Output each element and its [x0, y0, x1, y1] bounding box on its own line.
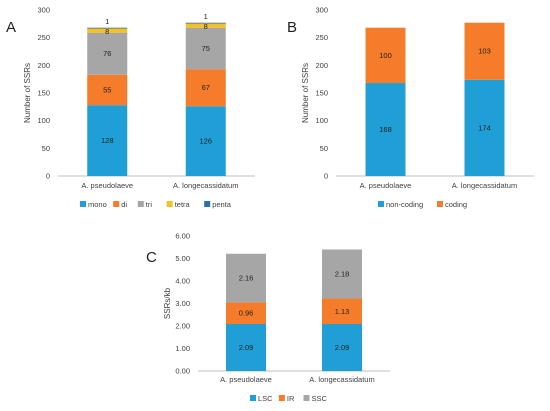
data-label: 0.96 [239, 309, 254, 318]
data-label: 67 [202, 83, 210, 92]
x-tick-label: A. pseudolaeve [360, 181, 412, 190]
y-tick-label: 5.00 [175, 254, 190, 263]
bar-segment-di [185, 69, 226, 107]
y-tick-label: 100 [37, 116, 50, 125]
y-tick-label: 150 [315, 89, 328, 98]
legend-swatch-non-coding [378, 201, 384, 207]
y-tick-label: 300 [37, 6, 50, 15]
bar-segment-tri [185, 27, 226, 70]
data-label: 174 [478, 123, 491, 132]
data-label: 1 [105, 17, 109, 26]
bar-segment-coding [464, 22, 505, 80]
x-tick-label: A. longecassidatum [452, 181, 517, 190]
data-label: 2.16 [239, 274, 254, 283]
legend-entry-lsc: LSC [258, 394, 273, 403]
x-tick-label: A. longecassidatum [309, 375, 374, 384]
legend-entry-ssc: SSC [312, 394, 328, 403]
x-tick-label: A. pseudolaeve [220, 375, 272, 384]
panel-label-b: B [287, 19, 297, 36]
y-tick-label: 0.00 [175, 367, 190, 376]
y-axis-title: SSRs/kb [163, 287, 172, 319]
data-label: 8 [105, 27, 109, 36]
legend-swatch-penta [204, 201, 211, 207]
bar-segment-tetra [185, 23, 226, 28]
legend-swatch-coding [437, 201, 443, 207]
bar-segment-di [87, 74, 128, 106]
y-tick-label: 6.00 [175, 232, 190, 241]
data-label: 100 [379, 51, 392, 60]
legend-entry-penta: penta [212, 200, 232, 209]
y-tick-label: 2.00 [175, 322, 190, 331]
bar-segment-ir [226, 302, 266, 324]
data-label: 2.09 [335, 343, 350, 352]
y-tick-label: 1.00 [175, 344, 190, 353]
legend-swatch-tetra [166, 201, 173, 207]
y-axis-title: Number of SSRs [301, 63, 310, 123]
y-axis-title: Number of SSRs [23, 63, 32, 123]
data-label: 1.13 [335, 307, 350, 316]
bar-segment-mono [87, 105, 128, 176]
y-tick-label: 300 [315, 6, 328, 15]
bar-segment-ssc [322, 249, 362, 299]
legend-entry-di: di [121, 200, 127, 209]
data-label: 55 [103, 85, 111, 94]
y-tick-label: 50 [42, 144, 50, 153]
y-tick-label: 250 [315, 33, 328, 42]
data-label: 2.18 [335, 270, 350, 279]
bar-segment-tetra [87, 28, 128, 33]
legend-entry-tetra: tetra [175, 200, 191, 209]
data-label: 8 [204, 22, 208, 31]
bar-segment-lsc [226, 323, 266, 371]
y-tick-label: 0 [324, 172, 328, 181]
data-label: 168 [379, 125, 392, 134]
bar-segment-non-coding [464, 79, 505, 176]
y-tick-label: 3.00 [175, 299, 190, 308]
bar-segment-mono [185, 106, 226, 176]
x-tick-label: A. pseudolaeve [81, 181, 133, 190]
data-label: 103 [478, 47, 491, 56]
bar-segment-non-coding [365, 83, 406, 176]
data-label: 75 [202, 44, 210, 53]
legend-swatch-ssc [303, 395, 310, 401]
panel-label-c: C [146, 249, 157, 266]
legend-entry-ir: IR [287, 394, 295, 403]
bar-segment-coding [365, 27, 406, 84]
data-label: 2.09 [239, 343, 254, 352]
bar-segment-ssc [226, 253, 266, 303]
bar-segment-lsc [322, 323, 362, 371]
y-tick-label: 0 [46, 172, 50, 181]
y-tick-label: 100 [315, 116, 328, 125]
panel-label-a: A [6, 19, 16, 36]
y-tick-label: 150 [37, 89, 50, 98]
data-label: 126 [199, 137, 212, 146]
bar-segment-penta [87, 27, 128, 29]
legend-swatch-lsc [250, 395, 256, 401]
y-tick-label: 250 [37, 33, 50, 42]
legend-swatch-ir [278, 395, 285, 401]
data-label: 76 [103, 49, 111, 58]
bar-segment-penta [185, 22, 226, 24]
y-tick-label: 4.00 [175, 277, 190, 286]
y-tick-label: 50 [320, 144, 328, 153]
legend-swatch-tri [137, 201, 144, 207]
legend-entry-non-coding: non-coding [386, 200, 423, 209]
y-tick-label: 200 [315, 61, 328, 70]
y-tick-label: 200 [37, 61, 50, 70]
x-tick-label: A. longecassidatum [173, 181, 238, 190]
data-label: 128 [101, 136, 114, 145]
legend-entry-mono: mono [88, 200, 107, 209]
bar-segment-tri [87, 32, 128, 75]
legend-entry-tri: tri [146, 200, 153, 209]
legend-entry-coding: coding [445, 200, 467, 209]
legend-swatch-mono [80, 201, 86, 207]
bar-segment-ir [322, 298, 362, 324]
data-label: 1 [204, 12, 208, 21]
legend-swatch-di [113, 201, 120, 207]
